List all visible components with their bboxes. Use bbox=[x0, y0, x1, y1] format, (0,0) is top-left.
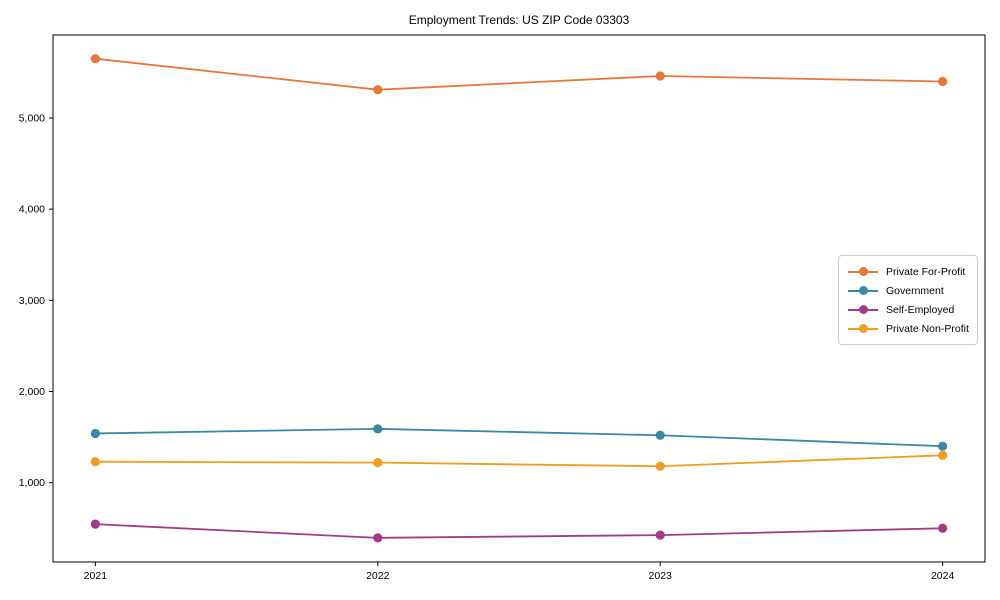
legend-marker-icon bbox=[848, 304, 878, 316]
y-tick-label: 3,000 bbox=[19, 295, 45, 307]
data-point-private-non-profit bbox=[655, 461, 665, 471]
data-point-private-non-profit bbox=[938, 450, 948, 460]
legend-marker-icon bbox=[848, 323, 878, 335]
plot-border bbox=[52, 34, 986, 563]
data-point-private-non-profit bbox=[373, 458, 383, 468]
legend-marker-icon bbox=[848, 266, 878, 278]
legend-label: Government bbox=[886, 284, 944, 297]
data-point-private-for-profit bbox=[938, 76, 948, 87]
legend-label: Private For-Profit bbox=[886, 265, 966, 278]
data-point-private-for-profit bbox=[373, 85, 383, 95]
data-point-self-employed bbox=[373, 533, 383, 543]
data-point-private-for-profit bbox=[655, 71, 665, 81]
series-line-self-employed bbox=[95, 523, 943, 539]
legend-item: Private For-Profit bbox=[848, 262, 969, 281]
data-point-government bbox=[655, 430, 665, 440]
chart-title: Employment Trends: US ZIP Code 03303 bbox=[408, 13, 630, 27]
y-tick-label: 5,000 bbox=[19, 112, 45, 124]
x-tick-label: 2022 bbox=[366, 570, 390, 582]
data-point-private-non-profit bbox=[90, 457, 100, 467]
legend-item: Self-Employed bbox=[848, 300, 969, 319]
data-point-self-employed bbox=[938, 523, 948, 533]
legend-dot bbox=[858, 267, 868, 276]
y-tick-label: 4,000 bbox=[19, 204, 45, 216]
data-point-government bbox=[90, 428, 100, 439]
x-tick-label: 2021 bbox=[84, 570, 108, 582]
series-line-government bbox=[95, 427, 943, 448]
legend-marker-icon bbox=[848, 285, 878, 297]
y-tick-label: 1,000 bbox=[19, 477, 45, 489]
legend: Private For-Profit Government Self-Employe… bbox=[838, 255, 978, 345]
data-point-government bbox=[373, 424, 383, 434]
legend-dot bbox=[858, 324, 868, 333]
data-point-private-for-profit bbox=[90, 54, 100, 64]
legend-dot bbox=[858, 305, 868, 314]
x-tick-label: 2024 bbox=[931, 570, 955, 582]
y-tick-label: 2,000 bbox=[19, 386, 45, 398]
data-point-self-employed bbox=[655, 530, 665, 540]
series-line-private-for-profit bbox=[95, 57, 943, 91]
legend-item: Private Non-Profit bbox=[848, 319, 969, 338]
data-point-self-employed bbox=[90, 519, 100, 529]
legend-dot bbox=[858, 286, 868, 295]
series-line-private-non-profit bbox=[95, 454, 943, 468]
legend-label: Private Non-Profit bbox=[886, 322, 969, 335]
legend-item: Government bbox=[848, 281, 969, 300]
data-point-government bbox=[938, 441, 948, 451]
legend-label: Self-Employed bbox=[886, 303, 955, 316]
x-tick-label: 2023 bbox=[649, 570, 673, 582]
